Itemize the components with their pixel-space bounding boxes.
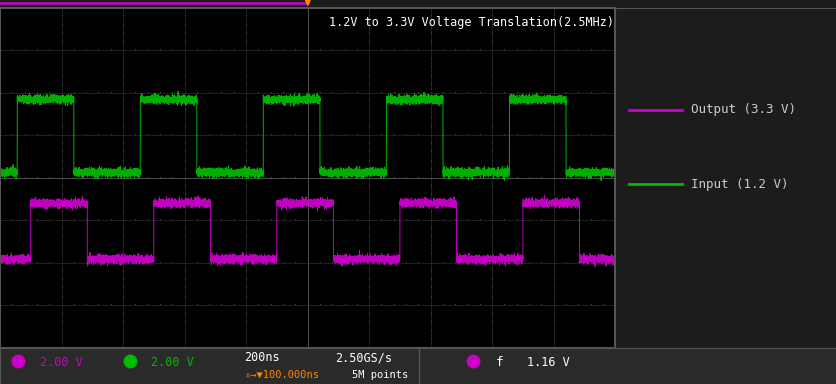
Text: 2.50GS/s: 2.50GS/s [334, 351, 391, 364]
Text: ⇳→▼100.000ns: ⇳→▼100.000ns [244, 370, 319, 380]
Text: Input (1.2 V): Input (1.2 V) [690, 178, 788, 191]
Text: ◄: ◄ [615, 195, 628, 210]
Text: 2.00 V: 2.00 V [40, 356, 83, 369]
Text: ▼: ▼ [303, 0, 312, 8]
Text: 2.00 V: 2.00 V [151, 356, 194, 369]
Text: 5M points: 5M points [351, 370, 407, 380]
Text: Output (3.3 V): Output (3.3 V) [690, 103, 795, 116]
Text: 1.16 V: 1.16 V [527, 356, 569, 369]
Text: 200ns: 200ns [244, 351, 280, 364]
Text: 1.2V to 3.3V Voltage Translation(2.5MHz): 1.2V to 3.3V Voltage Translation(2.5MHz) [329, 16, 614, 29]
Text: f: f [495, 356, 502, 369]
